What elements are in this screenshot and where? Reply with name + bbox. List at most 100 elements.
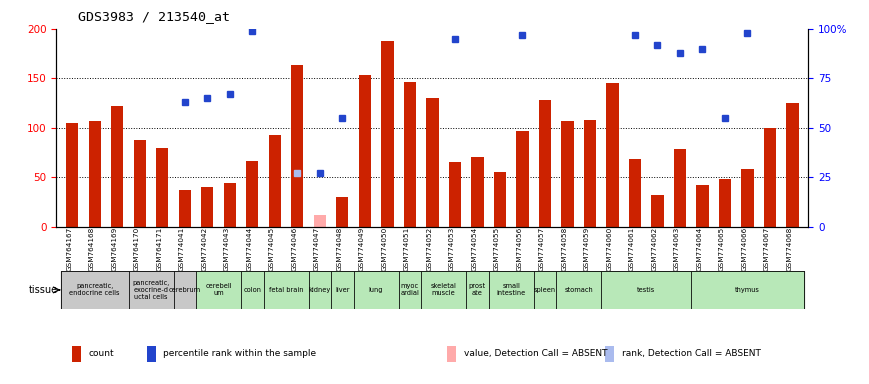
Text: spleen: spleen [534, 287, 556, 293]
Text: GSM774058: GSM774058 [561, 227, 567, 271]
Text: percentile rank within the sample: percentile rank within the sample [163, 349, 316, 358]
Bar [516, 131, 528, 227]
Bar [556, 271, 601, 309]
Text: small
intestine: small intestine [496, 283, 526, 296]
Bar [314, 215, 326, 227]
Bar [291, 65, 303, 227]
Bar [488, 271, 534, 309]
Text: stomach: stomach [564, 287, 593, 293]
Text: GSM774054: GSM774054 [471, 227, 477, 271]
Bar [129, 271, 174, 309]
Text: GSM774050: GSM774050 [381, 227, 388, 271]
Text: GSM774065: GSM774065 [719, 227, 725, 271]
Text: GSM764168: GSM764168 [89, 227, 95, 271]
Bar [399, 271, 421, 309]
Text: GSM774059: GSM774059 [584, 227, 590, 271]
Text: count: count [88, 349, 114, 358]
Text: GSM774056: GSM774056 [516, 227, 522, 271]
Bar [147, 346, 156, 362]
Bar [178, 190, 191, 227]
Text: prost
ate: prost ate [468, 283, 486, 296]
Bar [359, 75, 371, 227]
Bar [381, 41, 394, 227]
Text: colon: colon [243, 287, 262, 293]
Bar [269, 135, 281, 227]
Bar [786, 103, 799, 227]
Bar [111, 106, 123, 227]
Text: GSM774055: GSM774055 [494, 227, 500, 271]
Bar [134, 139, 146, 227]
Text: GSM774064: GSM774064 [696, 227, 702, 271]
Text: GSM774057: GSM774057 [539, 227, 545, 271]
Bar [403, 82, 416, 227]
Bar [354, 271, 399, 309]
Text: GSM764170: GSM764170 [134, 227, 140, 271]
Text: GSM774048: GSM774048 [336, 227, 342, 271]
Text: myoc
ardial: myoc ardial [401, 283, 419, 296]
Bar [696, 185, 708, 227]
Bar [201, 187, 214, 227]
Bar [539, 100, 551, 227]
Bar [61, 271, 129, 309]
Bar [628, 159, 641, 227]
Text: pancreatic,
exocrine-d
uctal cells: pancreatic, exocrine-d uctal cells [132, 280, 169, 300]
Text: pancreatic,
endocrine cells: pancreatic, endocrine cells [70, 283, 120, 296]
Bar [764, 127, 776, 227]
Bar [601, 271, 691, 309]
Bar [71, 346, 81, 362]
Text: GSM774045: GSM774045 [269, 227, 275, 271]
Bar [66, 123, 78, 227]
Text: GSM774046: GSM774046 [291, 227, 297, 271]
Bar [534, 271, 556, 309]
Bar [561, 121, 574, 227]
Text: GSM774061: GSM774061 [629, 227, 635, 271]
Bar [673, 149, 687, 227]
Text: GSM774052: GSM774052 [427, 227, 432, 271]
Text: GSM774047: GSM774047 [314, 227, 320, 271]
Bar [426, 98, 439, 227]
Text: cerebrum: cerebrum [169, 287, 201, 293]
Bar [89, 121, 101, 227]
Text: value, Detection Call = ABSENT: value, Detection Call = ABSENT [464, 349, 607, 358]
Bar [448, 346, 456, 362]
Text: GSM774043: GSM774043 [224, 227, 229, 271]
Text: rank, Detection Call = ABSENT: rank, Detection Call = ABSENT [621, 349, 760, 358]
Text: tissue: tissue [29, 285, 57, 295]
Text: liver: liver [335, 287, 349, 293]
Bar [308, 271, 331, 309]
Text: GSM774051: GSM774051 [404, 227, 410, 271]
Bar [651, 195, 664, 227]
Bar [471, 157, 483, 227]
Text: lung: lung [368, 287, 383, 293]
Bar [719, 179, 731, 227]
Bar [174, 271, 196, 309]
Text: GSM764169: GSM764169 [111, 227, 117, 271]
Text: GSM774053: GSM774053 [448, 227, 454, 271]
Bar [607, 83, 619, 227]
Bar [331, 271, 354, 309]
Bar [584, 120, 596, 227]
Text: skeletal
muscle: skeletal muscle [431, 283, 456, 296]
Text: GSM774062: GSM774062 [652, 227, 657, 271]
Bar [196, 271, 241, 309]
Text: GSM774044: GSM774044 [246, 227, 252, 271]
Bar [263, 271, 308, 309]
Bar [223, 183, 236, 227]
Text: testis: testis [637, 287, 655, 293]
Text: GSM774063: GSM774063 [673, 227, 680, 271]
Bar [246, 161, 258, 227]
Bar [741, 169, 753, 227]
Text: GSM764167: GSM764167 [66, 227, 72, 271]
Text: thymus: thymus [735, 287, 760, 293]
Bar [605, 346, 614, 362]
Text: GSM774068: GSM774068 [786, 227, 793, 271]
Text: fetal brain: fetal brain [269, 287, 303, 293]
Bar [156, 149, 169, 227]
Text: GSM774042: GSM774042 [202, 227, 208, 271]
Bar [691, 271, 804, 309]
Text: GSM774049: GSM774049 [359, 227, 365, 271]
Bar [494, 172, 506, 227]
Text: GSM774060: GSM774060 [607, 227, 613, 271]
Text: GSM774041: GSM774041 [179, 227, 185, 271]
Bar [241, 271, 263, 309]
